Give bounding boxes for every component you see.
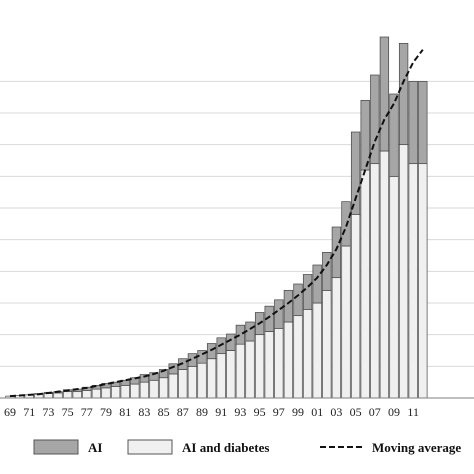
bar-ai-and-diabetes [91, 388, 102, 399]
bar-ai-and-diabetes [206, 358, 217, 399]
bar-ai-and-diabetes [82, 390, 92, 399]
x-tick-label: 69 [4, 405, 16, 419]
x-tick-label: 03 [330, 405, 342, 419]
x-tick-label: 89 [196, 405, 208, 419]
bar-ai-and-diabetes [418, 163, 428, 399]
bar-ai-and-diabetes [130, 383, 140, 399]
x-tick-label: 77 [81, 405, 93, 419]
bar-ai-and-diabetes [43, 393, 54, 399]
bar-ai-and-diabetes [178, 369, 188, 399]
bar-ai [139, 374, 150, 383]
bar-ai [149, 372, 159, 381]
bar-ai [283, 289, 294, 323]
x-tick-label: 81 [119, 405, 131, 419]
bar-ai-and-diabetes [398, 144, 409, 399]
bar-ai-and-diabetes [293, 315, 303, 399]
bar-ai-and-diabetes [158, 377, 169, 399]
bar-ai-and-diabetes [53, 392, 63, 399]
legend-swatch-ai-diabetes [127, 439, 173, 455]
x-tick-label: 93 [234, 405, 246, 419]
x-tick-label: 79 [100, 405, 112, 419]
bar-ai-and-diabetes [168, 373, 178, 399]
bar-ai-and-diabetes [110, 386, 121, 399]
bar-ai-and-diabetes [370, 163, 380, 399]
x-tick-label: 97 [273, 405, 285, 419]
x-tick-label: 99 [292, 405, 304, 419]
bar-ai-and-diabetes [226, 350, 236, 399]
bar-ai [168, 363, 178, 375]
bar-ai [360, 99, 370, 171]
bar-ai [379, 36, 390, 152]
x-tick-label: 91 [215, 405, 227, 419]
bar-ai [274, 299, 284, 329]
legend-label-ai-diabetes: AI and diabetes [182, 440, 269, 455]
bar-ai [312, 264, 322, 304]
bar-ai-and-diabetes [360, 169, 370, 399]
bar-ai-and-diabetes [408, 163, 418, 399]
x-tick-label: 83 [138, 405, 150, 419]
legend-label-ai: AI [88, 440, 102, 455]
bar-ai-and-diabetes [187, 365, 198, 399]
bar-ai-and-diabetes [389, 175, 399, 399]
bar-ai-and-diabetes [101, 387, 111, 399]
bar-ai [370, 74, 380, 165]
bar-ai-and-diabetes [139, 381, 150, 399]
bar-ai-and-diabetes [274, 327, 284, 399]
legend-swatch-ai [33, 439, 79, 455]
x-tick-label: 05 [350, 405, 362, 419]
bar-ai [120, 379, 130, 386]
x-tick-label: 71 [23, 405, 35, 419]
bar-ai-and-diabetes [120, 384, 130, 399]
x-tick-label: 73 [42, 405, 54, 419]
bar-ai-and-diabetes [235, 343, 246, 399]
bar-ai-and-diabetes [245, 340, 255, 399]
bar-ai [322, 251, 332, 291]
x-tick-labels: 69 71 73 75 77 79 81 83 85 87 89 91 93 95 97 99 01 03 05 07… [4, 405, 419, 419]
bar-ai-and-diabetes [341, 245, 351, 399]
bar-ai [302, 274, 313, 310]
bars [5, 36, 428, 399]
x-tick-label: 75 [62, 405, 74, 419]
bar-ai-and-diabetes [302, 308, 313, 399]
bar-ai [418, 80, 428, 165]
bar-ai-and-diabetes [264, 331, 274, 399]
legend-label-moving-average: Moving average [372, 440, 461, 455]
legend: AI AI and diabetes Moving average [33, 439, 461, 455]
bar-ai-and-diabetes [149, 379, 159, 399]
x-tick-label: 11 [407, 405, 419, 419]
bar-ai [293, 283, 303, 317]
bar-ai-and-diabetes [322, 289, 332, 399]
bar-ai-and-diabetes [350, 213, 361, 399]
x-tick-label: 95 [254, 405, 266, 419]
bar-ai-and-diabetes [379, 150, 390, 399]
x-tick-label: 85 [158, 405, 170, 419]
bar-ai-and-diabetes [62, 391, 73, 399]
bar-ai-and-diabetes [331, 277, 342, 399]
bar-ai [110, 381, 121, 387]
bar-ai [350, 131, 361, 215]
bar-ai [341, 201, 351, 247]
x-tick-label: 87 [177, 405, 189, 419]
bar-ai [331, 226, 342, 279]
bar-ai [408, 80, 418, 165]
x-tick-label: 01 [311, 405, 323, 419]
x-tick-label: 07 [369, 405, 381, 419]
bar-ai-and-diabetes [254, 334, 265, 399]
bar-ai-and-diabetes [216, 353, 226, 399]
bar-ai [389, 93, 399, 177]
gridlines [0, 80, 474, 367]
bar-ai-and-diabetes [197, 362, 207, 399]
bar-ai [235, 324, 246, 345]
bar-ai-and-diabetes [312, 302, 322, 399]
bar-ai [158, 369, 169, 379]
bar-ai [398, 42, 409, 146]
x-tick-label: 09 [388, 405, 400, 419]
bar-ai-and-diabetes [283, 321, 294, 399]
bar-ai-and-diabetes [72, 391, 82, 399]
bar-ai [206, 343, 217, 360]
